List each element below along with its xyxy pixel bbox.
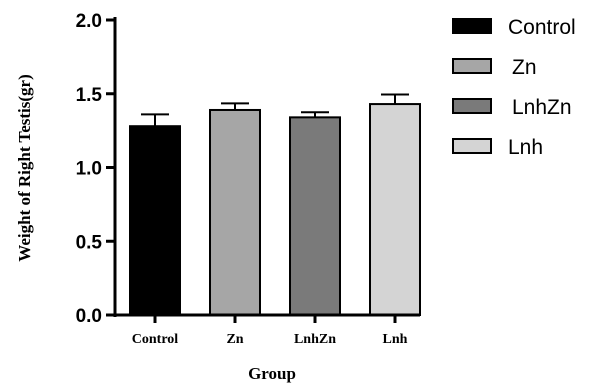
legend-swatch-control [452,18,492,34]
bar-lnhzn [289,116,341,316]
bars [129,93,421,316]
legend-label: Zn [512,56,537,79]
x-tick-label: LnhZn [294,332,336,347]
legend-swatch-lnh [452,138,492,154]
y-axis-ticks: 0.0 0.5 1.0 1.5 2.0 [76,11,115,327]
y-axis-label: Weight of Right Testis(gr) [15,74,34,261]
x-axis-label: Group [248,364,296,383]
x-tick-label: Lnh [383,332,408,347]
bar-lnh [369,103,421,316]
bar-zn [209,108,261,316]
y-tick-label: 1.0 [76,159,102,180]
y-tick-label: 2.0 [76,11,102,32]
y-tick-label: 1.5 [76,85,103,106]
bar-control [129,125,181,316]
legend-label: Control [508,16,576,39]
y-tick-label: 0.5 [76,232,103,253]
legend-label: LnhZn [512,96,572,119]
y-tick-label: 0.0 [76,306,102,327]
x-tick-label: Control [132,332,179,347]
legend-swatch-zn [452,58,492,74]
legend: Control Zn LnhZn Lnh [452,16,576,159]
x-axis-ticks: Control Zn LnhZn Lnh [132,315,408,347]
x-tick-label: Zn [226,332,243,347]
legend-label: Lnh [508,136,543,159]
legend-swatch-lnhzn [452,98,492,114]
